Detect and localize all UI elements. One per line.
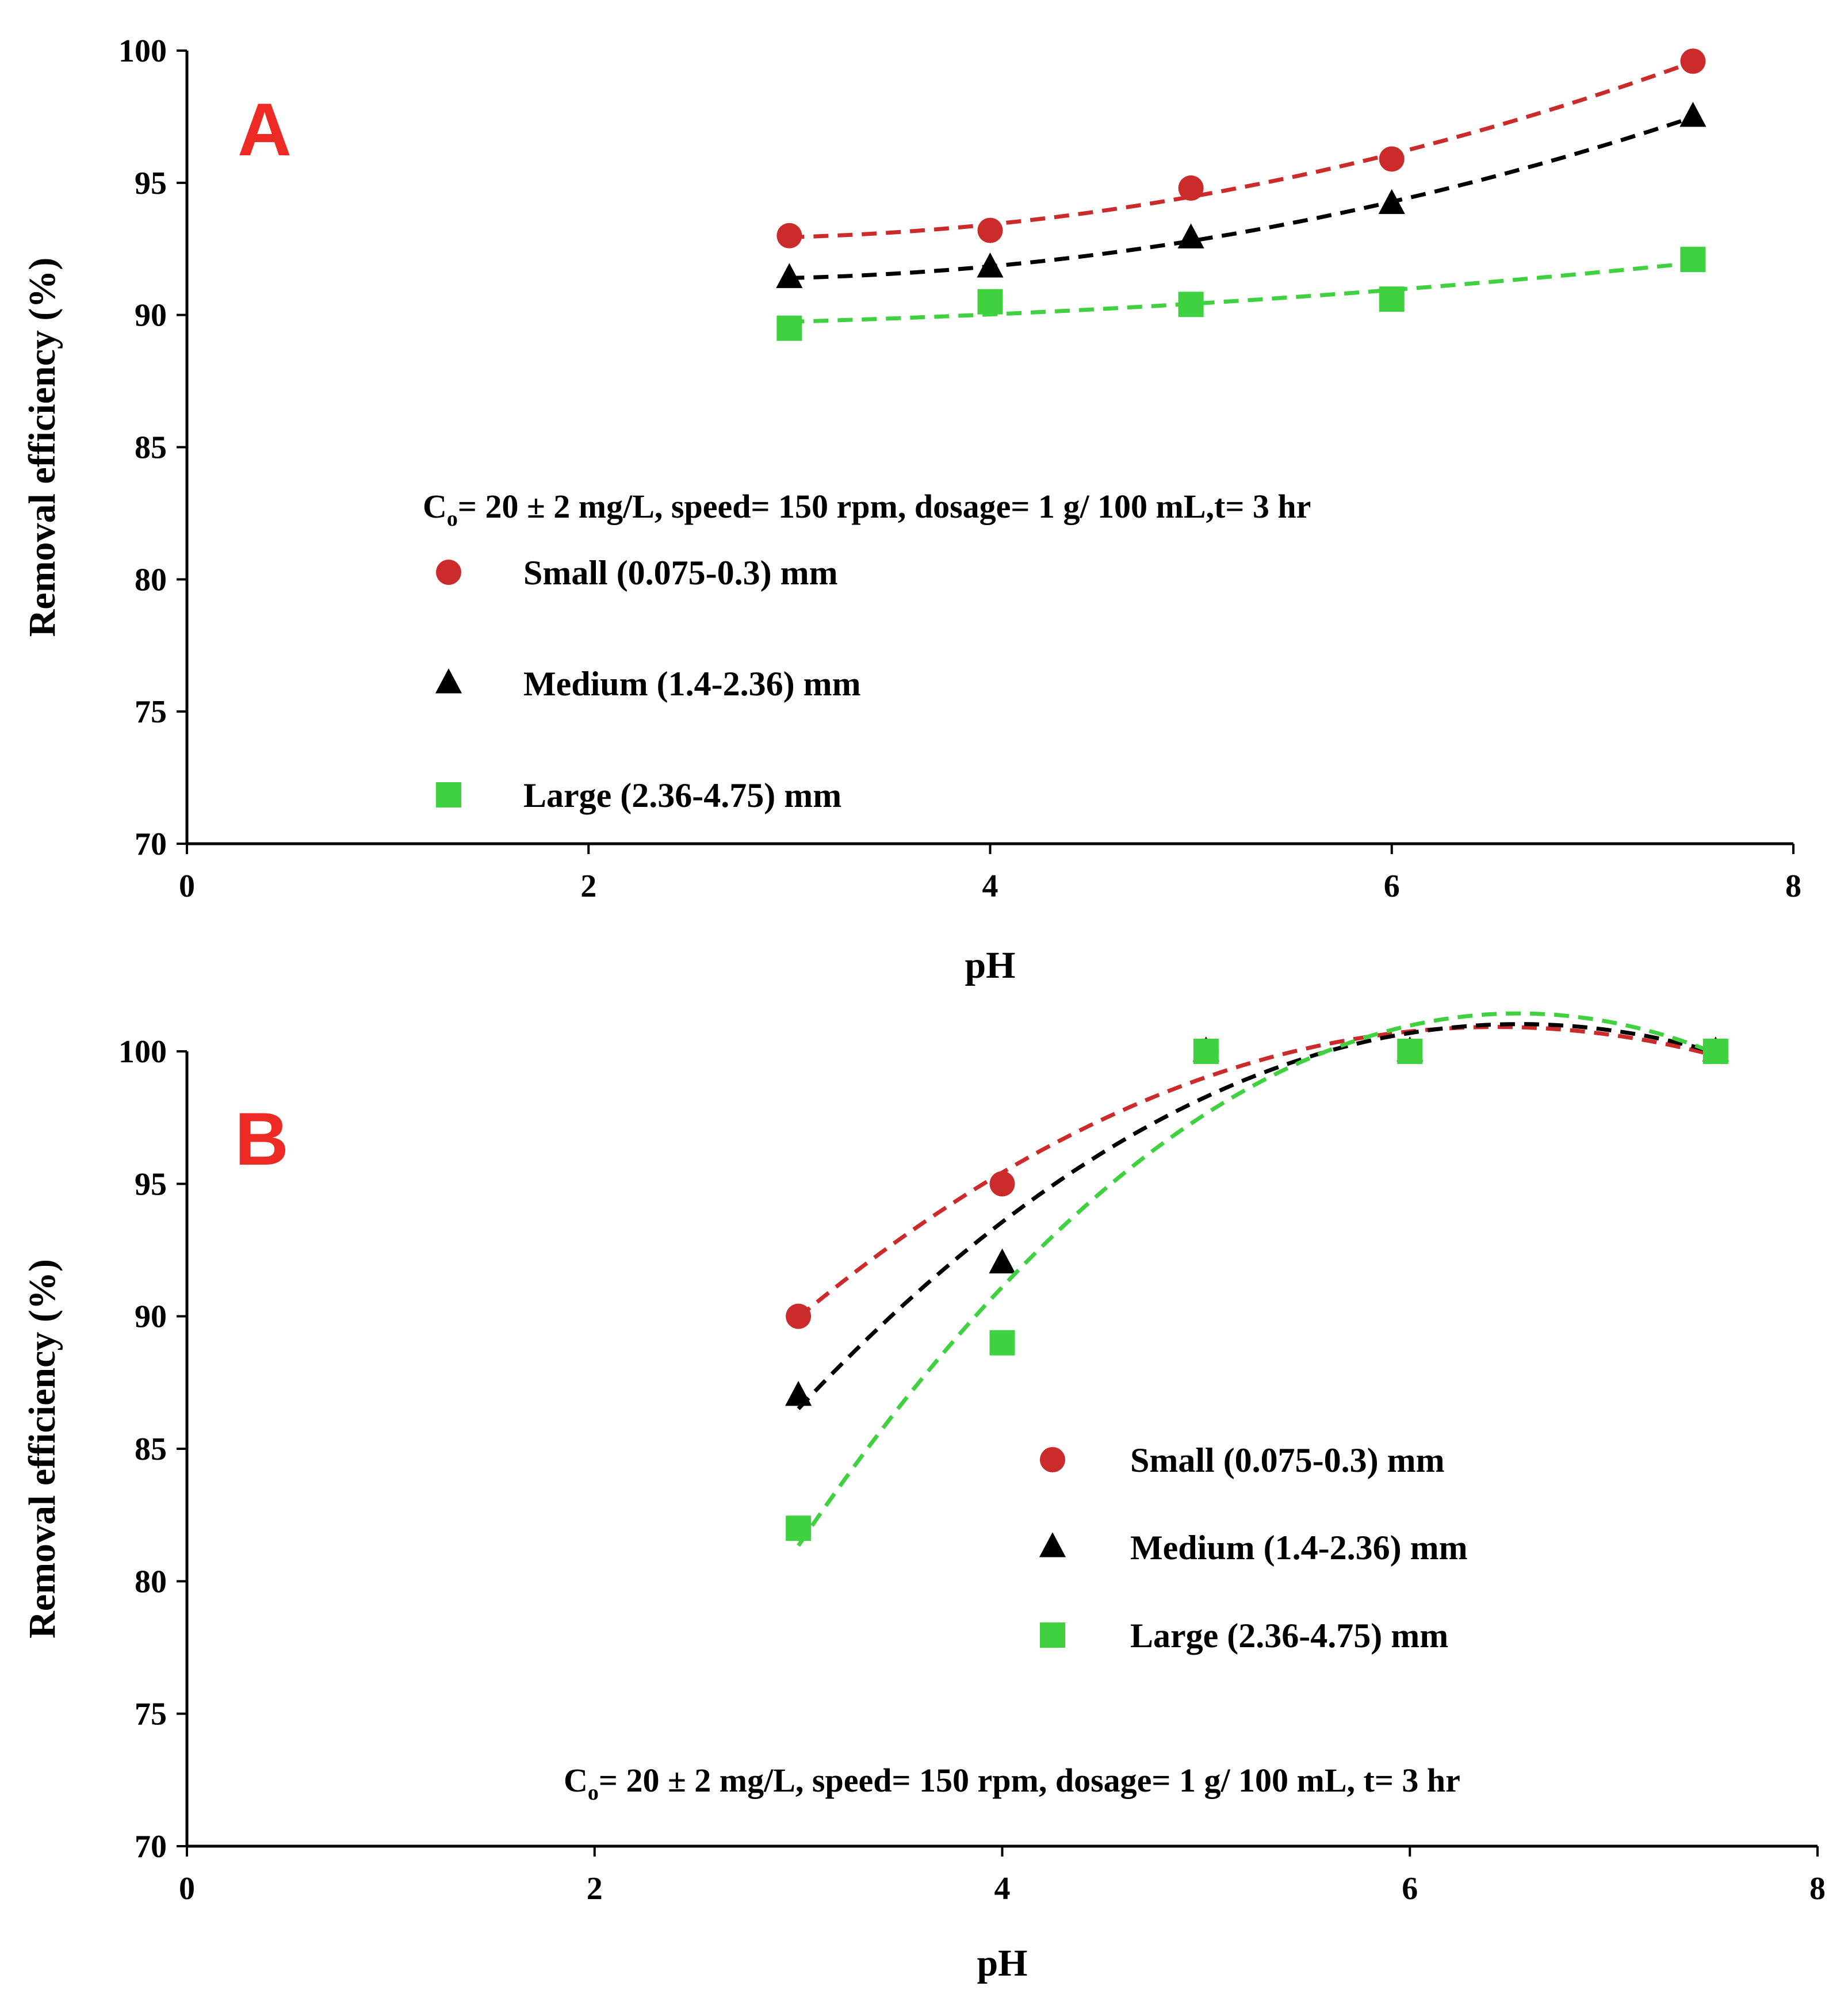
- legend-marker-circle: [436, 560, 461, 585]
- legend-label: Large (2.36-4.75) mm: [523, 776, 841, 814]
- data-point-circle: [977, 217, 1003, 243]
- data-point-triangle: [785, 1380, 812, 1406]
- legend-marker-square: [436, 782, 461, 807]
- x-tick-label: 4: [982, 868, 998, 904]
- data-point-circle: [1680, 48, 1706, 74]
- x-tick-label: 4: [994, 1871, 1011, 1907]
- x-tick-label: 0: [179, 1871, 195, 1907]
- x-tick-label: 0: [179, 868, 195, 904]
- y-axis-title: Removal efficiency (%): [21, 258, 63, 637]
- legend-label: Large (2.36-4.75) mm: [1130, 1617, 1448, 1655]
- y-axis-title: Removal efficiency (%): [21, 1259, 63, 1639]
- legend-marker-triangle: [435, 668, 462, 694]
- data-point-circle: [1178, 175, 1204, 201]
- y-tick-label: 95: [135, 166, 167, 201]
- y-tick-label: 75: [135, 1697, 167, 1732]
- data-point-triangle: [977, 252, 1004, 278]
- conditions-values: = 20 ± 2 mg/L, speed= 150 rpm, dosage= 1…: [599, 1762, 1460, 1799]
- data-point-square: [1397, 1039, 1423, 1064]
- trendline-circle: [797, 1025, 1716, 1319]
- x-axis-title: pH: [965, 944, 1015, 986]
- data-point-triangle: [989, 1248, 1016, 1274]
- legend-marker-triangle: [1039, 1532, 1066, 1557]
- y-tick-label: 70: [135, 826, 167, 862]
- data-point-square: [1702, 1039, 1728, 1064]
- data-point-square: [1379, 286, 1405, 312]
- x-axis-title: pH: [977, 1942, 1027, 1984]
- conditions-subscript: o: [588, 1781, 599, 1805]
- y-tick-label: 100: [118, 1034, 167, 1070]
- x-tick-label: 8: [1809, 1871, 1826, 1907]
- legend-label: Small (0.075-0.3) mm: [1130, 1441, 1445, 1479]
- trendline-square: [789, 261, 1693, 324]
- data-point-triangle: [1378, 189, 1405, 215]
- chart-panel-a: 70 75 80 85 90 95 100 0 2 4 6 8 Removal efficiency (…: [21, 33, 1801, 986]
- x-tick-label: 2: [587, 1871, 603, 1907]
- conditions-subscript: o: [447, 507, 458, 531]
- conditions-text: Co= 20 ± 2 mg/L, speed= 150 rpm, dosage=…: [564, 1762, 1460, 1805]
- data-point-triangle: [776, 263, 803, 288]
- y-tick-label: 85: [135, 1432, 167, 1467]
- panel-label: A: [238, 87, 292, 171]
- trendline-triangle: [789, 115, 1694, 280]
- data-point-square: [776, 315, 802, 341]
- x-tick-label: 8: [1785, 868, 1801, 904]
- y-tick-label: 100: [118, 33, 167, 69]
- y-tick-label: 80: [135, 1564, 167, 1599]
- conditions-text: Co= 20 ± 2 mg/L, speed= 150 rpm, dosage=…: [423, 488, 1311, 531]
- data-point-square: [786, 1515, 812, 1541]
- data-point-square: [1680, 247, 1706, 273]
- y-tick-label: 90: [135, 298, 167, 334]
- y-tick-label: 75: [135, 694, 167, 730]
- data-point-square: [1193, 1039, 1219, 1064]
- data-point-circle: [776, 223, 802, 248]
- legend-label: Small (0.075-0.3) mm: [523, 554, 838, 592]
- trendline-circle: [789, 60, 1694, 239]
- x-tick-label: 6: [1384, 868, 1400, 904]
- data-point-square: [977, 289, 1003, 315]
- data-point-square: [1178, 292, 1204, 317]
- x-tick-label: 6: [1402, 1871, 1418, 1907]
- legend-label: Medium (1.4-2.36) mm: [1130, 1529, 1468, 1567]
- chart-panel-b: 70 75 80 85 90 95 100 0 2 4 6 8 Removal efficiency (…: [21, 1011, 1826, 1984]
- conditions-values: = 20 ± 2 mg/L, speed= 150 rpm, dosage= 1…: [458, 488, 1311, 525]
- legend-marker-square: [1040, 1622, 1065, 1648]
- x-tick-label: 2: [580, 868, 596, 904]
- y-tick-label: 80: [135, 562, 167, 598]
- data-point-circle: [1379, 146, 1405, 172]
- trendline-triangle: [797, 1022, 1716, 1410]
- conditions-prefix: C: [423, 488, 447, 525]
- panel-label: B: [235, 1097, 289, 1181]
- data-point-square: [989, 1330, 1015, 1356]
- data-point-circle: [786, 1303, 812, 1329]
- y-tick-label: 70: [135, 1829, 167, 1865]
- data-point-triangle: [1177, 223, 1204, 248]
- trendline-square: [797, 1011, 1717, 1547]
- y-tick-label: 95: [135, 1166, 167, 1202]
- conditions-prefix: C: [564, 1762, 588, 1799]
- data-point-triangle: [1679, 102, 1707, 127]
- legend-label: Medium (1.4-2.36) mm: [523, 665, 861, 703]
- y-tick-label: 90: [135, 1299, 167, 1335]
- y-tick-label: 85: [135, 430, 167, 466]
- data-point-circle: [989, 1171, 1015, 1197]
- legend-marker-circle: [1040, 1447, 1065, 1472]
